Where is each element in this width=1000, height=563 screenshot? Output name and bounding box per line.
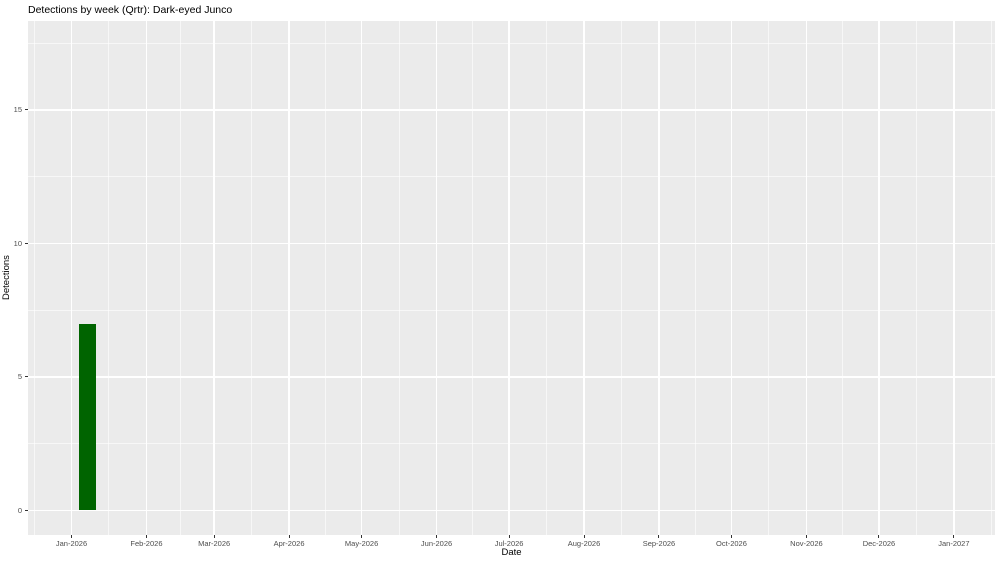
plot-panel bbox=[28, 21, 995, 535]
y-tick-label: 0 bbox=[17, 505, 22, 515]
y-tick-mark bbox=[25, 509, 28, 511]
x-tick-mark bbox=[583, 535, 585, 538]
y-tick-label: 5 bbox=[17, 372, 22, 382]
x-tick-label: Jan-2026 bbox=[55, 539, 88, 548]
x-tick-label: Feb-2026 bbox=[130, 539, 163, 548]
y-major-gridline bbox=[28, 242, 995, 245]
x-tick-mark bbox=[658, 535, 660, 538]
y-major-gridline bbox=[28, 509, 995, 512]
x-minor-gridline bbox=[694, 21, 696, 535]
x-major-gridline bbox=[658, 21, 660, 535]
x-tick-mark bbox=[953, 535, 955, 538]
x-minor-gridline bbox=[251, 21, 253, 535]
x-tick-label: May-2026 bbox=[344, 539, 379, 548]
x-tick-mark bbox=[436, 535, 438, 538]
x-tick-label: Apr-2026 bbox=[273, 539, 305, 548]
y-minor-gridline bbox=[28, 42, 995, 44]
x-tick-mark bbox=[213, 535, 215, 538]
x-tick-label: Jun-2026 bbox=[420, 539, 453, 548]
y-major-gridline bbox=[28, 109, 995, 111]
x-tick-label: Sep-2026 bbox=[642, 539, 676, 548]
x-tick-label: Dec-2026 bbox=[862, 539, 896, 548]
y-tick-mark bbox=[25, 376, 28, 378]
x-minor-gridline bbox=[915, 21, 917, 535]
y-minor-gridline bbox=[28, 309, 995, 311]
x-minor-gridline bbox=[620, 21, 622, 535]
x-minor-gridline bbox=[324, 21, 326, 535]
x-tick-label: Oct-2026 bbox=[716, 539, 747, 548]
x-major-gridline bbox=[878, 21, 880, 535]
x-tick-mark bbox=[878, 535, 880, 538]
x-major-gridline bbox=[435, 21, 438, 535]
x-tick-mark bbox=[730, 535, 732, 538]
x-tick-mark bbox=[145, 535, 147, 538]
chart-title: Detections by week (Qrtr): Dark-eyed Jun… bbox=[28, 4, 233, 16]
y-minor-gridline bbox=[28, 443, 995, 445]
x-major-gridline bbox=[360, 21, 363, 535]
x-minor-gridline bbox=[768, 21, 770, 535]
x-major-gridline bbox=[953, 21, 955, 535]
x-major-gridline bbox=[508, 21, 510, 535]
y-tick-mark bbox=[25, 109, 28, 111]
x-minor-gridline bbox=[179, 21, 181, 535]
x-minor-gridline bbox=[546, 21, 548, 535]
y-major-gridline bbox=[28, 376, 995, 378]
x-minor-gridline bbox=[842, 21, 844, 535]
y-tick-label: 15 bbox=[13, 105, 22, 115]
y-minor-gridline bbox=[28, 176, 995, 178]
x-tick-mark bbox=[805, 535, 807, 538]
x-major-gridline bbox=[145, 21, 148, 535]
x-tick-label: Aug-2026 bbox=[567, 539, 601, 548]
x-minor-gridline bbox=[990, 21, 992, 535]
y-tick-mark bbox=[25, 242, 28, 244]
x-minor-gridline bbox=[108, 21, 110, 535]
detection-bar bbox=[78, 323, 96, 511]
x-minor-gridline bbox=[472, 21, 474, 535]
x-major-gridline bbox=[805, 21, 808, 535]
x-tick-mark bbox=[71, 535, 72, 538]
x-axis-title: Date bbox=[501, 547, 522, 558]
x-major-gridline bbox=[70, 21, 73, 535]
x-tick-label: Mar-2026 bbox=[198, 539, 231, 548]
x-tick-mark bbox=[361, 535, 363, 538]
x-tick-mark bbox=[288, 535, 290, 538]
x-major-gridline bbox=[288, 21, 290, 535]
x-major-gridline bbox=[213, 21, 215, 535]
x-tick-label: Jan-2027 bbox=[938, 539, 970, 548]
y-tick-label: 10 bbox=[13, 238, 22, 248]
x-minor-gridline bbox=[33, 21, 35, 535]
x-tick-label: Nov-2026 bbox=[790, 539, 823, 548]
x-minor-gridline bbox=[398, 21, 400, 535]
x-major-gridline bbox=[583, 21, 585, 535]
x-tick-mark bbox=[508, 535, 510, 538]
x-tick-label: Jul-2026 bbox=[494, 539, 524, 548]
x-major-gridline bbox=[730, 21, 733, 535]
y-axis-title: Detections bbox=[1, 255, 12, 301]
